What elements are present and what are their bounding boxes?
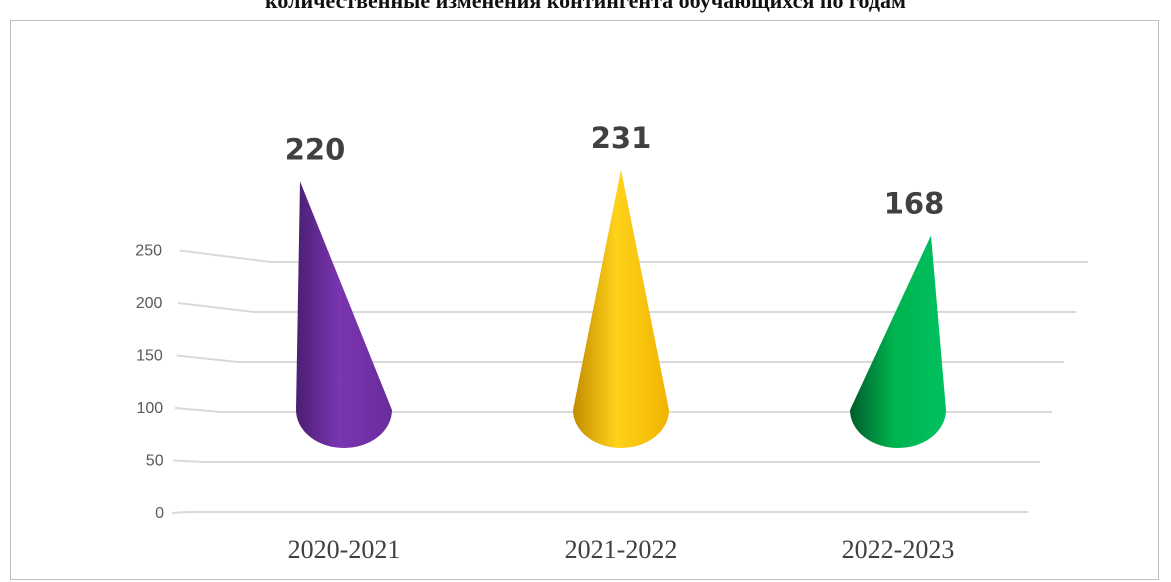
x-tick-label: 2021-2022 bbox=[565, 535, 678, 564]
cone-bar bbox=[850, 235, 946, 448]
gridline bbox=[177, 302, 1076, 313]
cone-body bbox=[850, 235, 946, 448]
gridline bbox=[171, 511, 1028, 514]
chart-frame bbox=[10, 20, 1159, 580]
y-tick-label: 200 bbox=[136, 295, 163, 312]
data-label: 231 bbox=[591, 121, 652, 155]
data-label: 220 bbox=[285, 132, 346, 166]
x-axis: 2020-2021 2021-2022 2022-2023 bbox=[288, 535, 955, 564]
gridlines bbox=[171, 249, 1088, 514]
gridline bbox=[179, 249, 1088, 263]
y-axis: 0 50 100 150 200 250 bbox=[135, 243, 164, 523]
data-labels: 220 231 168 bbox=[285, 121, 945, 220]
cone-body bbox=[573, 169, 669, 448]
y-tick-label: 50 bbox=[146, 453, 164, 470]
y-tick-label: 150 bbox=[136, 348, 163, 365]
chart-title: количественные изменения контингента обу… bbox=[265, 0, 906, 13]
y-tick-label: 100 bbox=[136, 400, 163, 417]
gridline bbox=[174, 407, 1052, 413]
y-tick-label: 250 bbox=[135, 243, 162, 260]
x-tick-label: 2022-2023 bbox=[842, 535, 955, 564]
cone-body bbox=[296, 181, 392, 448]
cone-bar bbox=[573, 169, 669, 448]
cone-bar bbox=[296, 181, 392, 448]
y-tick-label: 0 bbox=[155, 505, 164, 522]
gridline bbox=[173, 459, 1040, 463]
data-label: 168 bbox=[884, 186, 945, 220]
gridline bbox=[176, 354, 1064, 363]
x-tick-label: 2020-2021 bbox=[288, 535, 401, 564]
cones bbox=[296, 169, 946, 448]
